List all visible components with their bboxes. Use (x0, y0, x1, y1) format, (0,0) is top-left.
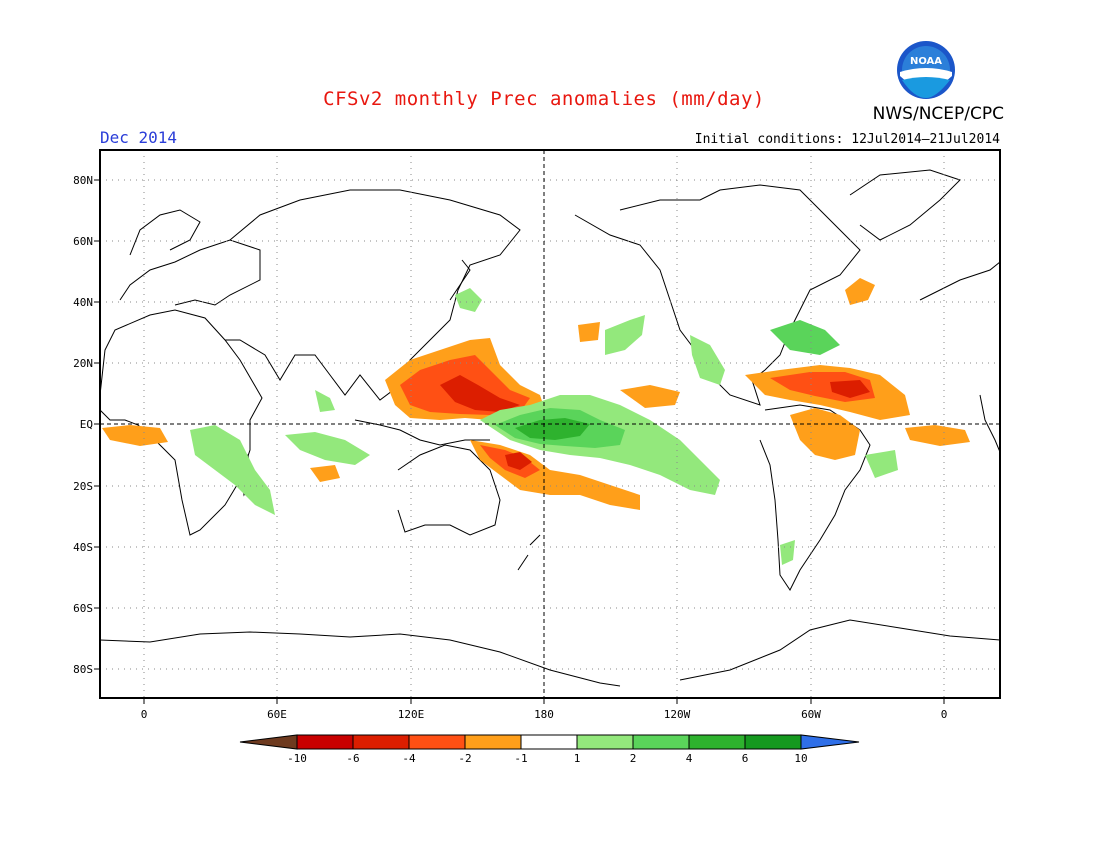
anomaly-wpac-dry-core (440, 375, 520, 412)
lat-tick-label: 40S (73, 541, 93, 554)
colorbar-arrow-left (239, 734, 298, 750)
anomaly-fields (102, 278, 970, 565)
colorbar-label: -1 (514, 752, 527, 765)
colorbar-swatch (688, 734, 746, 750)
lon-tick-label: 120W (664, 708, 691, 721)
anomaly-npac-dry (578, 322, 600, 342)
anomaly-hawaii-dry (620, 385, 680, 408)
coastline-africa-east (979, 394, 1000, 453)
anomaly-bengal-wet (315, 390, 335, 412)
lat-tick-label: 60S (73, 602, 93, 615)
lon-tick-label: 60W (801, 708, 821, 721)
anomaly-amazon-dry (790, 408, 860, 460)
lat-tick-label: EQ (80, 418, 93, 431)
anomaly-npac-wet-2 (690, 335, 725, 385)
lat-tick-label: 80N (73, 174, 93, 187)
map-title: CFSv2 monthly Prec anomalies (mm/day) (323, 88, 765, 110)
lat-tick-label: 20S (73, 480, 93, 493)
noaa-logo-text: NOAA (910, 56, 942, 67)
coastline-europe-east (919, 261, 1000, 301)
lon-tick-label: 0 (941, 708, 948, 721)
anomaly-japan-wet (455, 288, 482, 312)
coastline-japan (449, 259, 471, 301)
coastline-scandinavia (129, 209, 201, 256)
coastline-new-zealand (517, 534, 541, 571)
latitude-axis: 80N 60N 40N 20N EQ 20S 40S 60S 80S (73, 174, 100, 676)
month-label: Dec 2014 (100, 128, 178, 147)
colorbar-label: 2 (630, 752, 637, 765)
colorbar-label: 1 (574, 752, 581, 765)
lon-tick-label: 60E (267, 708, 287, 721)
lat-tick-label: 80S (73, 663, 93, 676)
coastline-africa (100, 309, 263, 536)
lon-tick-label: 120E (398, 708, 425, 721)
initial-conditions-label: Initial conditions: 12Jul2014–21Jul2014 (694, 132, 1000, 147)
colorbar-label: -2 (458, 752, 471, 765)
coastline-asia (225, 189, 521, 401)
colorbar: -10 -6 -4 -2 -1 1 2 4 6 10 (239, 734, 860, 765)
anomaly-caribbean-dry-core (830, 380, 870, 398)
lat-tick-label: 40N (73, 296, 93, 309)
colorbar-swatch (296, 734, 354, 750)
colorbar-swatch (352, 734, 410, 750)
anomaly-atlantic-dry-left (102, 425, 168, 446)
anomaly-indian-wet (285, 432, 370, 465)
anomaly-atlantic-dry (905, 425, 970, 446)
agency-label: NWS/NCEP/CPC (872, 104, 1004, 124)
grid-lines (100, 150, 1000, 698)
map-content (100, 150, 1000, 698)
lat-tick-label: 60N (73, 235, 93, 248)
anomaly-natlantic-dry-north (845, 278, 875, 305)
anomaly-africa-wet-right (865, 450, 898, 478)
lat-tick-label: 20N (73, 357, 93, 370)
anomaly-safrica-wet (190, 425, 275, 515)
coastline-greenland (849, 169, 961, 241)
colorbar-label: 4 (686, 752, 693, 765)
colorbar-arrow-right (800, 734, 860, 750)
colorbar-swatch (744, 734, 802, 750)
anomaly-spcz-dry-core (505, 452, 532, 470)
coastline-indonesia (354, 419, 490, 446)
anomaly-npac-wet-1 (605, 315, 645, 355)
longitude-axis: 0 60E 120E 180 120W 60W 0 (141, 698, 948, 721)
lon-tick-label: 180 (534, 708, 554, 721)
noaa-logo: NOAA (897, 41, 955, 99)
colorbar-label: -10 (287, 752, 307, 765)
anomaly-natlantic-wet (770, 320, 840, 355)
colorbar-label: 10 (794, 752, 807, 765)
colorbar-swatch (520, 734, 578, 750)
colorbar-label: 6 (742, 752, 749, 765)
colorbar-label: -4 (402, 752, 416, 765)
coastline-europe (119, 239, 261, 306)
colorbar-swatch (632, 734, 690, 750)
colorbar-swatch (464, 734, 522, 750)
colorbar-swatch (576, 734, 634, 750)
anomaly-indian-dry (310, 465, 340, 482)
lon-tick-label: 0 (141, 708, 148, 721)
colorbar-label: -6 (346, 752, 359, 765)
anomaly-patagonia-wet (780, 540, 795, 565)
colorbar-swatch (408, 734, 466, 750)
coastline-australia (397, 444, 501, 536)
coastline-antarctica (100, 619, 1000, 687)
